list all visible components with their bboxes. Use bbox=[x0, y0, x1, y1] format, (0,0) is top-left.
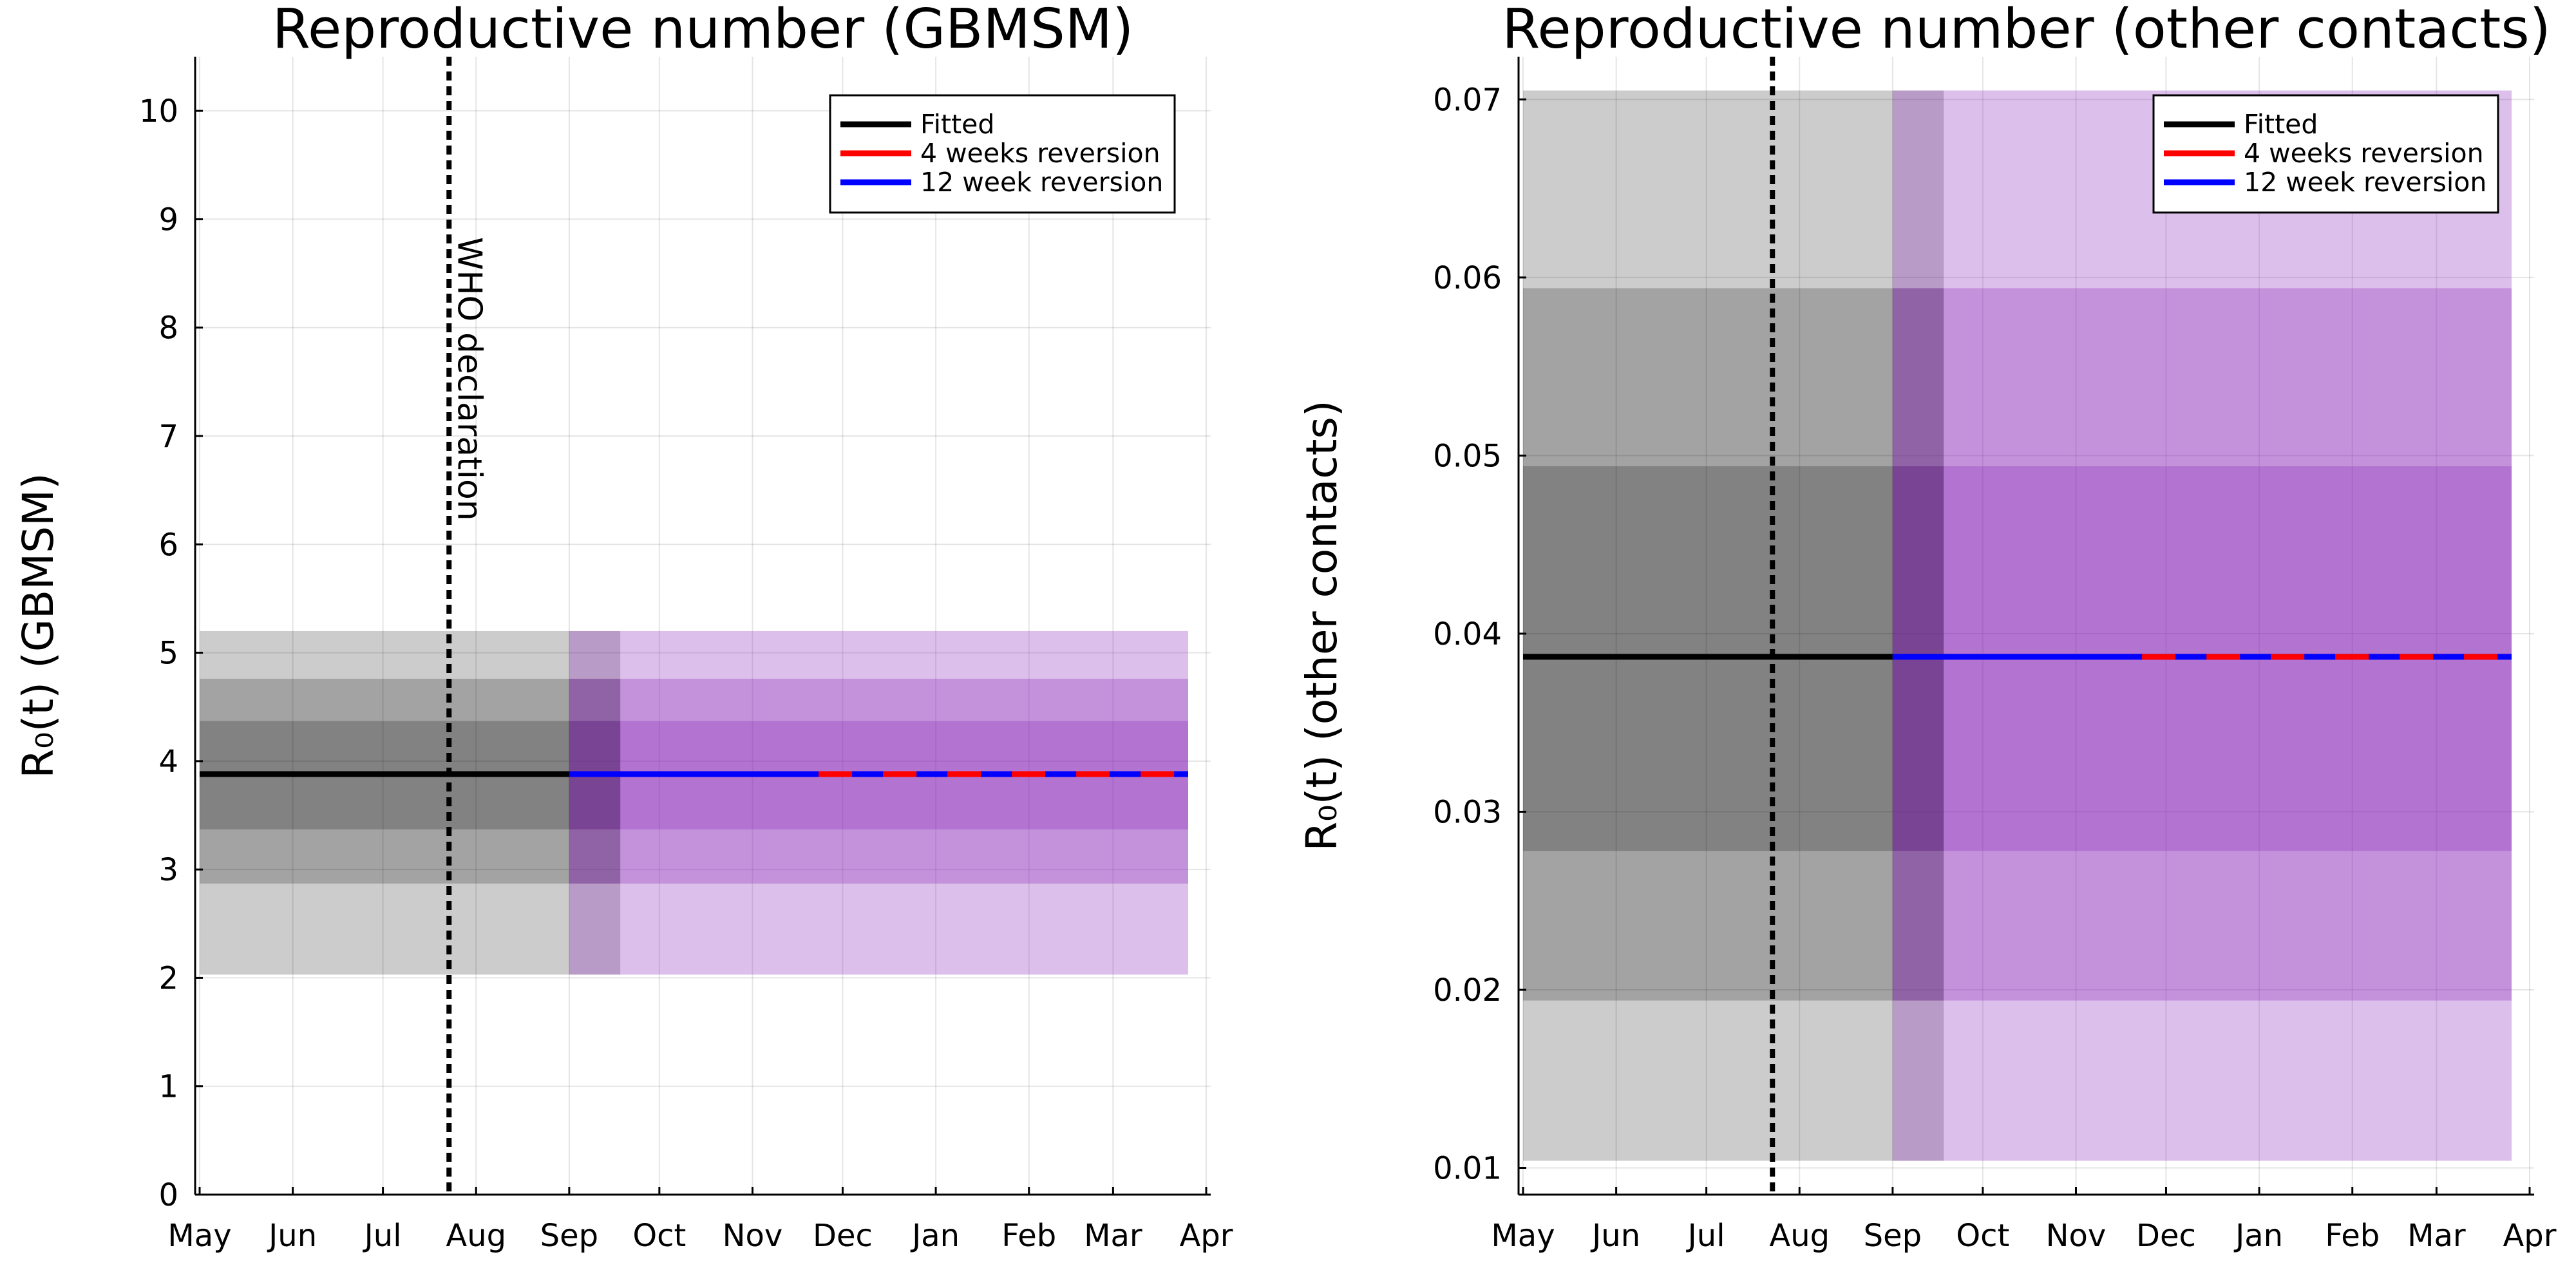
y-tick-label: 0.05 bbox=[1433, 438, 1502, 474]
x-tick-label: May bbox=[167, 1218, 231, 1254]
y-tick-label: 2 bbox=[158, 960, 178, 996]
x-tick-label: Oct bbox=[632, 1218, 686, 1254]
x-tick-label: Jun bbox=[267, 1218, 317, 1254]
y-tick-label: 5 bbox=[158, 636, 178, 672]
legend-label: 12 week reversion bbox=[920, 167, 1163, 198]
y-tick-label: 0.07 bbox=[1433, 82, 1502, 118]
x-ticks: May Jun Jul Aug Sep Oct Nov Dec Jan Feb Mar Apr bbox=[167, 1187, 1233, 1254]
y-axis-label: R₀(t) (other contacts) bbox=[1297, 400, 1347, 851]
y-tick-label: 0.03 bbox=[1433, 794, 1502, 830]
x-tick-label: Nov bbox=[2046, 1218, 2107, 1254]
x-tick-label: Sep bbox=[540, 1218, 598, 1254]
y-tick-label: 7 bbox=[158, 419, 178, 455]
fitted-band-middle bbox=[199, 678, 621, 884]
x-tick-label: Mar bbox=[2407, 1218, 2466, 1254]
x-tick-label: Aug bbox=[446, 1218, 506, 1254]
y-tick-label: 9 bbox=[158, 202, 178, 238]
x-tick-label: Mar bbox=[1084, 1218, 1142, 1254]
uncertainty-bands bbox=[199, 630, 1189, 975]
y-tick-label: 4 bbox=[158, 744, 178, 780]
x-tick-label: Aug bbox=[1769, 1218, 1830, 1254]
x-tick-label: Jan bbox=[910, 1218, 960, 1254]
x-tick-label: May bbox=[1491, 1218, 1555, 1254]
panel-1: WHO declaration May Jun Jul Aug Sep Oct Nov Dec J… bbox=[14, 0, 1233, 1254]
x-tick-label: Feb bbox=[1001, 1218, 1056, 1254]
y-tick-label: 0.04 bbox=[1433, 616, 1502, 652]
forecast-band-outer bbox=[569, 630, 1189, 975]
x-tick-label: Apr bbox=[2503, 1218, 2556, 1254]
fitted-band-outer bbox=[1522, 90, 1944, 1161]
chart-title: Reproductive number (other contacts) bbox=[1502, 0, 2551, 61]
x-tick-label: Jul bbox=[1686, 1218, 1725, 1254]
legend-label: 4 weeks reversion bbox=[2244, 138, 2484, 169]
x-tick-label: Sep bbox=[1864, 1218, 1922, 1254]
y-tick-label: 0.01 bbox=[1433, 1151, 1502, 1187]
y-tick-label: 1 bbox=[158, 1069, 178, 1105]
y-ticks: 0.01 0.02 0.03 0.04 0.05 0.06 0.07 bbox=[1433, 82, 1526, 1187]
forecast-band-middle bbox=[1892, 288, 2512, 1001]
y-tick-label: 6 bbox=[158, 527, 178, 563]
y-ticks: 0 1 2 3 4 5 6 7 8 9 10 bbox=[139, 93, 203, 1213]
annotation-label: WHO declaration bbox=[450, 237, 488, 521]
chart-title: Reproductive number (GBMSM) bbox=[272, 0, 1134, 61]
x-tick-label: Oct bbox=[1956, 1218, 2009, 1254]
y-tick-label: 8 bbox=[158, 310, 178, 346]
legend-label: 12 week reversion bbox=[2244, 167, 2486, 198]
panel-2: May Jun Jul Aug Sep Oct Nov Dec Jan Feb Mar Apr 0.01… bbox=[1297, 0, 2557, 1254]
x-tick-label: Dec bbox=[813, 1218, 873, 1254]
fitted-band-middle bbox=[1522, 288, 1944, 1001]
y-tick-label: 3 bbox=[158, 852, 178, 888]
x-tick-label: Nov bbox=[723, 1218, 783, 1254]
x-tick-label: Dec bbox=[2136, 1218, 2196, 1254]
y-axis-label: R₀(t) (GBMSM) bbox=[14, 473, 63, 778]
legend-label: Fitted bbox=[2244, 109, 2318, 140]
fitted-band-outer bbox=[199, 630, 621, 975]
x-tick-label: Jan bbox=[2233, 1218, 2283, 1254]
x-ticks: May Jun Jul Aug Sep Oct Nov Dec Jan Feb Mar Apr bbox=[1491, 1187, 2557, 1254]
y-tick-label: 0 bbox=[158, 1177, 178, 1213]
forecast-band-middle bbox=[569, 678, 1189, 884]
y-tick-label: 0.02 bbox=[1433, 972, 1502, 1009]
gridlines bbox=[195, 57, 1211, 1195]
legend-label: 4 weeks reversion bbox=[920, 138, 1160, 169]
x-tick-label: Jun bbox=[1590, 1218, 1640, 1254]
legend-label: Fitted bbox=[920, 109, 994, 140]
x-tick-label: Jul bbox=[363, 1218, 402, 1254]
forecast-band-outer bbox=[1892, 90, 2512, 1161]
y-tick-label: 0.06 bbox=[1433, 260, 1502, 296]
y-tick-label: 10 bbox=[139, 93, 178, 129]
x-tick-label: Apr bbox=[1179, 1218, 1233, 1254]
x-tick-label: Feb bbox=[2325, 1218, 2380, 1254]
uncertainty-bands bbox=[1522, 90, 2512, 1161]
